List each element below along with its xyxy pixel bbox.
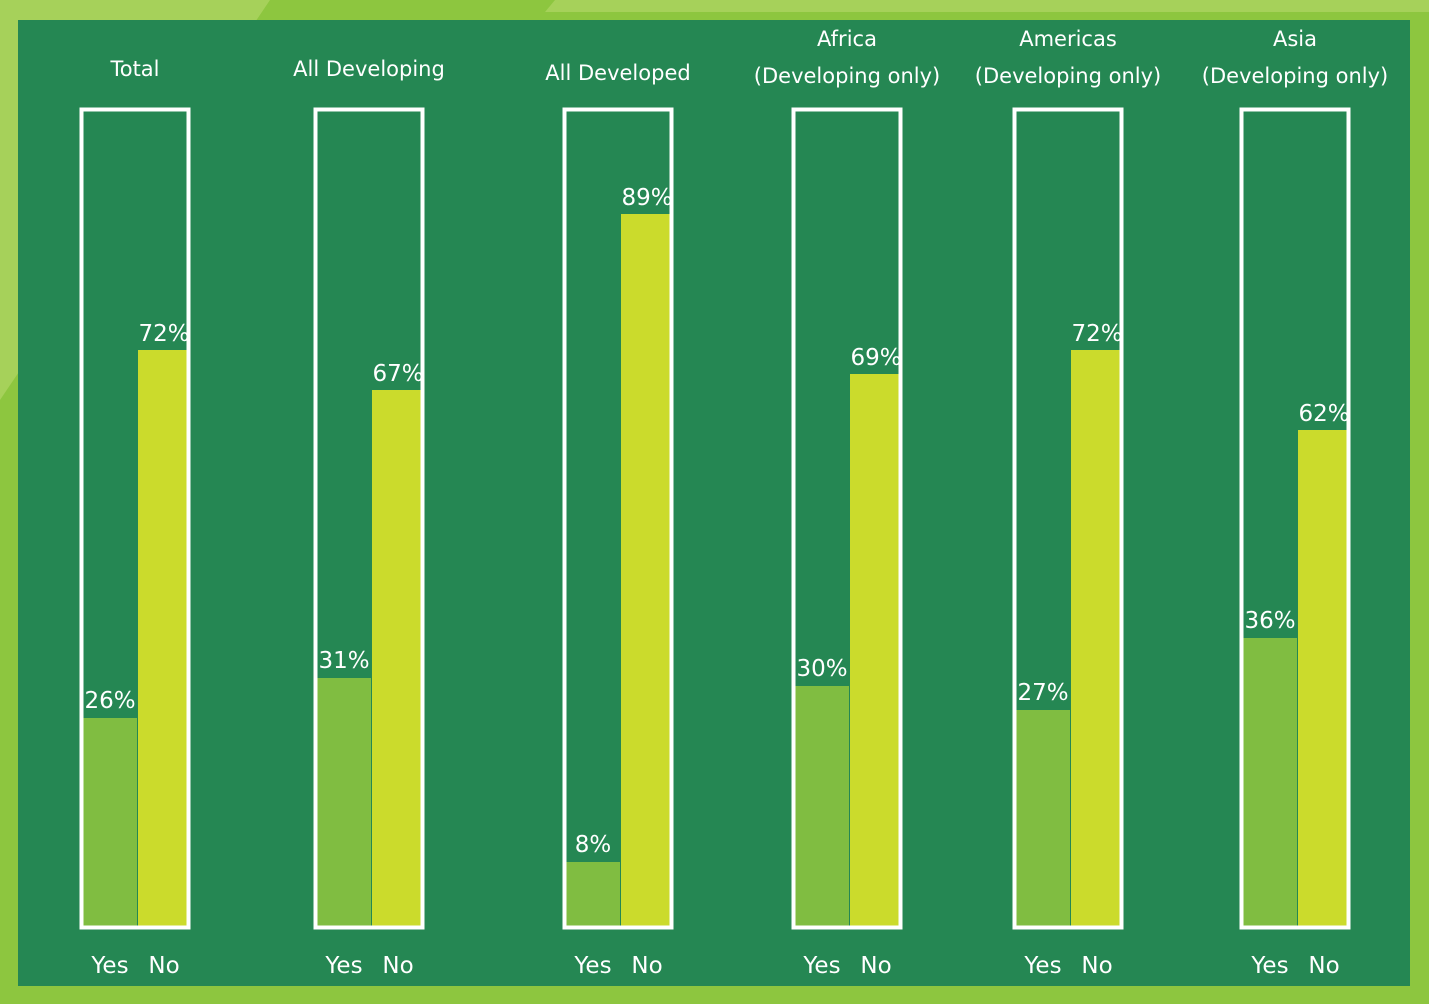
tick-label-yes: Yes	[1023, 953, 1061, 979]
group-title: All Developed	[545, 61, 690, 85]
bar-no	[1071, 350, 1123, 926]
bar-yes	[1016, 710, 1070, 926]
tick-label-no: No	[148, 953, 179, 979]
data-label-no: 62%	[1298, 401, 1349, 427]
group-title-line: Africa	[817, 27, 877, 51]
tick-label-no: No	[860, 953, 891, 979]
group-outline-box	[313, 107, 425, 930]
chart-panel	[18, 20, 1410, 986]
group-title: All Developing	[293, 57, 445, 81]
bar-yes	[317, 678, 371, 926]
group-title: Total	[109, 57, 159, 81]
group-outline-box	[1012, 107, 1124, 930]
bar-no	[621, 214, 673, 926]
data-label-no: 72%	[1071, 321, 1122, 347]
tick-label-no: No	[1308, 953, 1339, 979]
tick-label-yes: Yes	[573, 953, 611, 979]
tick-label-yes: Yes	[324, 953, 362, 979]
tick-label-no: No	[631, 953, 662, 979]
tick-label-no: No	[382, 953, 413, 979]
data-label-no: 89%	[621, 185, 672, 211]
group-title-line: Americas	[1019, 27, 1117, 51]
bar-yes	[566, 862, 620, 926]
data-label-no: 67%	[372, 361, 423, 387]
data-label-no: 69%	[850, 345, 901, 371]
bar-no	[1298, 430, 1350, 926]
group-title-line: (Developing only)	[975, 64, 1161, 88]
group-title-line: (Developing only)	[754, 64, 940, 88]
data-label-yes: 31%	[318, 648, 369, 674]
tick-label-yes: Yes	[90, 953, 128, 979]
decorative-top-strip	[545, 0, 1429, 12]
group-title-line: Asia	[1273, 27, 1317, 51]
data-label-yes: 8%	[575, 832, 612, 858]
group-title-line: (Developing only)	[1202, 64, 1388, 88]
group-outline-box	[1239, 107, 1351, 930]
data-label-no: 72%	[138, 321, 189, 347]
bar-no	[850, 374, 902, 926]
bar-yes	[83, 718, 137, 926]
bar-no	[372, 390, 424, 926]
tick-label-yes: Yes	[802, 953, 840, 979]
tick-label-yes: Yes	[1250, 953, 1288, 979]
group-outline-box	[79, 107, 191, 930]
data-label-yes: 26%	[84, 688, 135, 714]
bar-no	[138, 350, 190, 926]
bar-yes	[795, 686, 849, 926]
data-label-yes: 30%	[796, 656, 847, 682]
bar-yes	[1243, 638, 1297, 926]
group-outline-box	[562, 107, 674, 930]
tick-label-no: No	[1081, 953, 1112, 979]
group-outline-box	[791, 107, 903, 930]
data-label-yes: 27%	[1017, 680, 1068, 706]
data-label-yes: 36%	[1244, 608, 1295, 634]
